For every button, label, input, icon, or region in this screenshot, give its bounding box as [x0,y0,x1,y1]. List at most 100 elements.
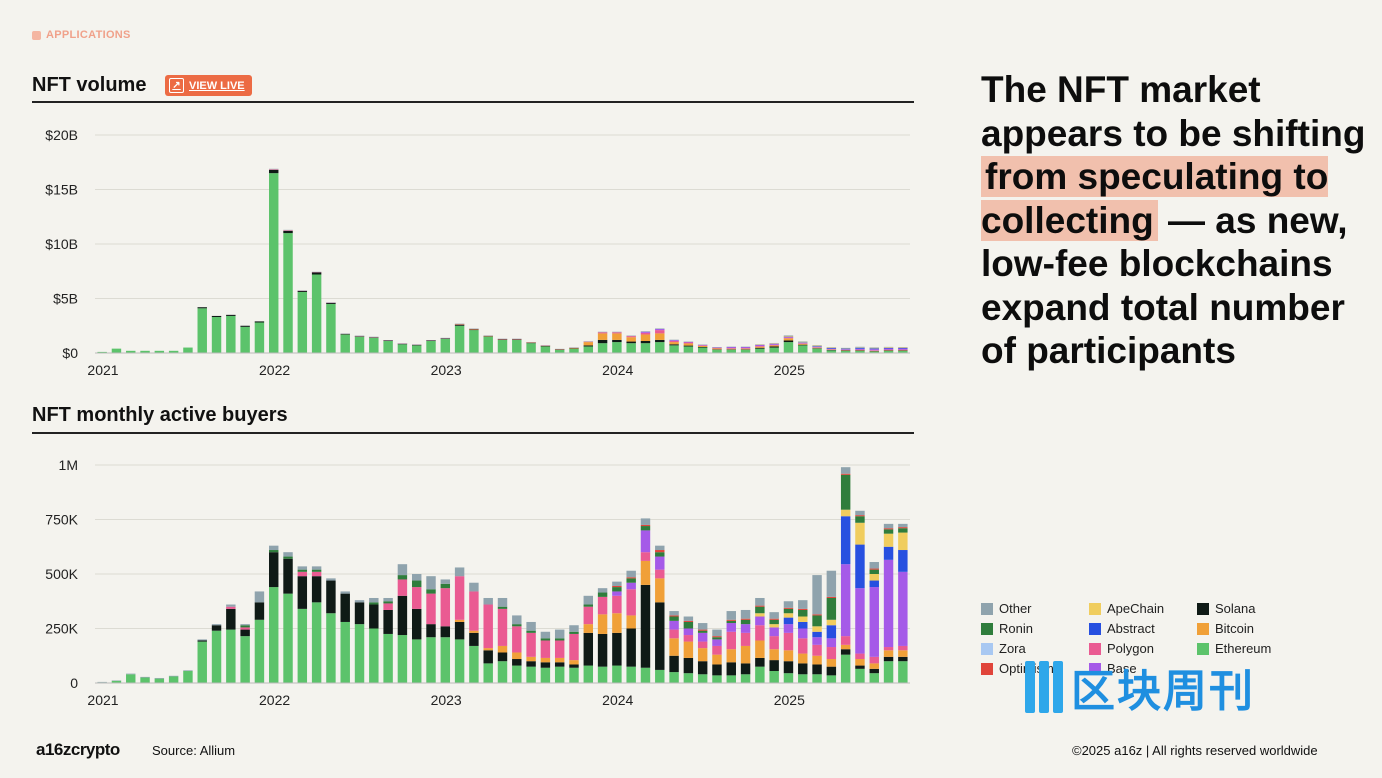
bar-segment-polygon [483,604,493,649]
bar-segment-solana [397,595,408,636]
bar-segment-ronin [283,556,293,559]
bar-segment-polygon [226,606,236,609]
bar-segment-optimism [755,605,765,607]
bar-segment-solana [297,290,308,292]
bar-segment-abstract [883,347,894,349]
bar-segment-ethereum [254,322,265,353]
bar-segment-other [469,582,479,592]
bar-segment-base [726,347,736,349]
bar-segment-ronin [626,578,636,583]
bar-segment-base [798,628,808,639]
bar-segment-bitcoin [626,615,636,629]
bar-segment-ethereum [168,676,179,683]
bar-segment-other [783,335,794,336]
bar-segment-ronin [840,474,851,510]
bar-segment-ethereum [840,654,851,683]
bar-segment-ethereum [669,672,679,683]
bar-segment-other [297,566,308,570]
bar-segment-base [883,559,894,648]
bar-segment-polygon [583,341,594,343]
bar-segment-bitcoin [669,342,679,345]
legend-swatch [1089,622,1101,635]
bar-segment-other [554,629,565,639]
bar-segment-base [798,342,808,344]
bar-segment-ethereum [697,347,708,353]
bar-segment-ethereum [740,349,751,353]
bar-segment-solana [597,633,608,667]
bar-segment-polygon [411,587,422,609]
bar-segment-solana [612,339,622,343]
bar-segment-polygon [812,644,822,656]
bar-segment-optimism [798,608,808,610]
bar-segment-ethereum [812,348,822,353]
bar-segment-ethereum [183,347,193,353]
bar-segment-solana [454,324,465,326]
bar-segment-solana [898,656,908,662]
bar-segment-ethereum [111,680,122,683]
bar-segment-ronin [411,580,422,588]
bar-segment-base [855,348,865,350]
bar-segment-polygon [626,589,636,616]
bar-segment-ethereum [512,665,522,683]
view-live-button[interactable]: ↗ VIEW LIVE [165,75,252,96]
bar-segment-bitcoin [683,343,694,346]
legend-item-bitcoin: Bitcoin [1197,621,1305,636]
bar-segment-solana [569,664,579,668]
bar-segment-apechain [783,335,794,337]
bar-segment-ethereum [197,308,207,353]
bar-segment-bitcoin [597,333,608,340]
bar-segment-ethereum [226,629,236,683]
bar-segment-ronin [426,589,436,594]
bar-segment-ethereum [340,334,350,353]
bar-segment-other [411,574,422,581]
bar-segment-ronin [669,616,679,621]
bar-segment-solana [669,655,679,673]
bar-segment-ethereum [755,666,765,683]
bar-segment-base [812,637,822,645]
bar-segment-ethereum [297,608,308,683]
bar-segment-bitcoin [640,560,651,585]
chart-title-buyers: NFT monthly active buyers [32,404,288,426]
y-tick-label: $15B [45,182,78,198]
bar-segment-ethereum [411,639,422,683]
bar-segment-ethereum [626,666,636,683]
bar-segment-other [597,331,608,333]
bar-segment-ethereum [168,350,179,353]
bar-segment-apechain [883,347,894,348]
bar-segment-other [626,335,636,337]
bar-segment-optimism [655,550,665,553]
bar-segment-ethereum [111,348,122,353]
bar-segment-polygon [655,569,665,579]
bar-segment-abstract [869,580,879,588]
bar-segment-other [168,675,179,677]
section-tag-label: APPLICATIONS [46,29,131,41]
bar-segment-other [497,597,508,607]
bar-segment-polygon [712,645,722,655]
bar-segment-ethereum [326,613,336,683]
bar-segment-other [311,566,322,570]
bar-segment-other [340,591,350,594]
view-live-label: VIEW LIVE [189,79,245,92]
bar-segment-polygon [869,350,879,351]
bar-segment-apechain [855,522,865,545]
bar-segment-other [440,579,451,584]
bar-segment-ethereum [354,624,365,683]
bar-segment-solana [755,347,765,349]
bar-segment-ethereum [783,342,794,353]
bar-segment-bitcoin [597,614,608,634]
bar-segment-ethereum [197,641,207,683]
bar-segment-ethereum [454,639,465,683]
watermark-text: 区块周刊 [1071,667,1255,716]
bar-segment-ethereum [712,675,722,683]
bar-segment-other [140,676,150,678]
bar-segment-ethereum [812,674,822,683]
bar-segment-ethereum [154,350,165,353]
bar-segment-other [426,576,436,590]
bar-segment-other [354,600,365,603]
bar-segment-other [640,331,651,332]
bar-segment-ethereum [269,587,279,683]
bar-segment-optimism [783,607,794,609]
x-tick-label: 2022 [259,362,290,378]
bar-segment-solana [497,339,508,340]
bar-segment-ronin [755,606,765,614]
